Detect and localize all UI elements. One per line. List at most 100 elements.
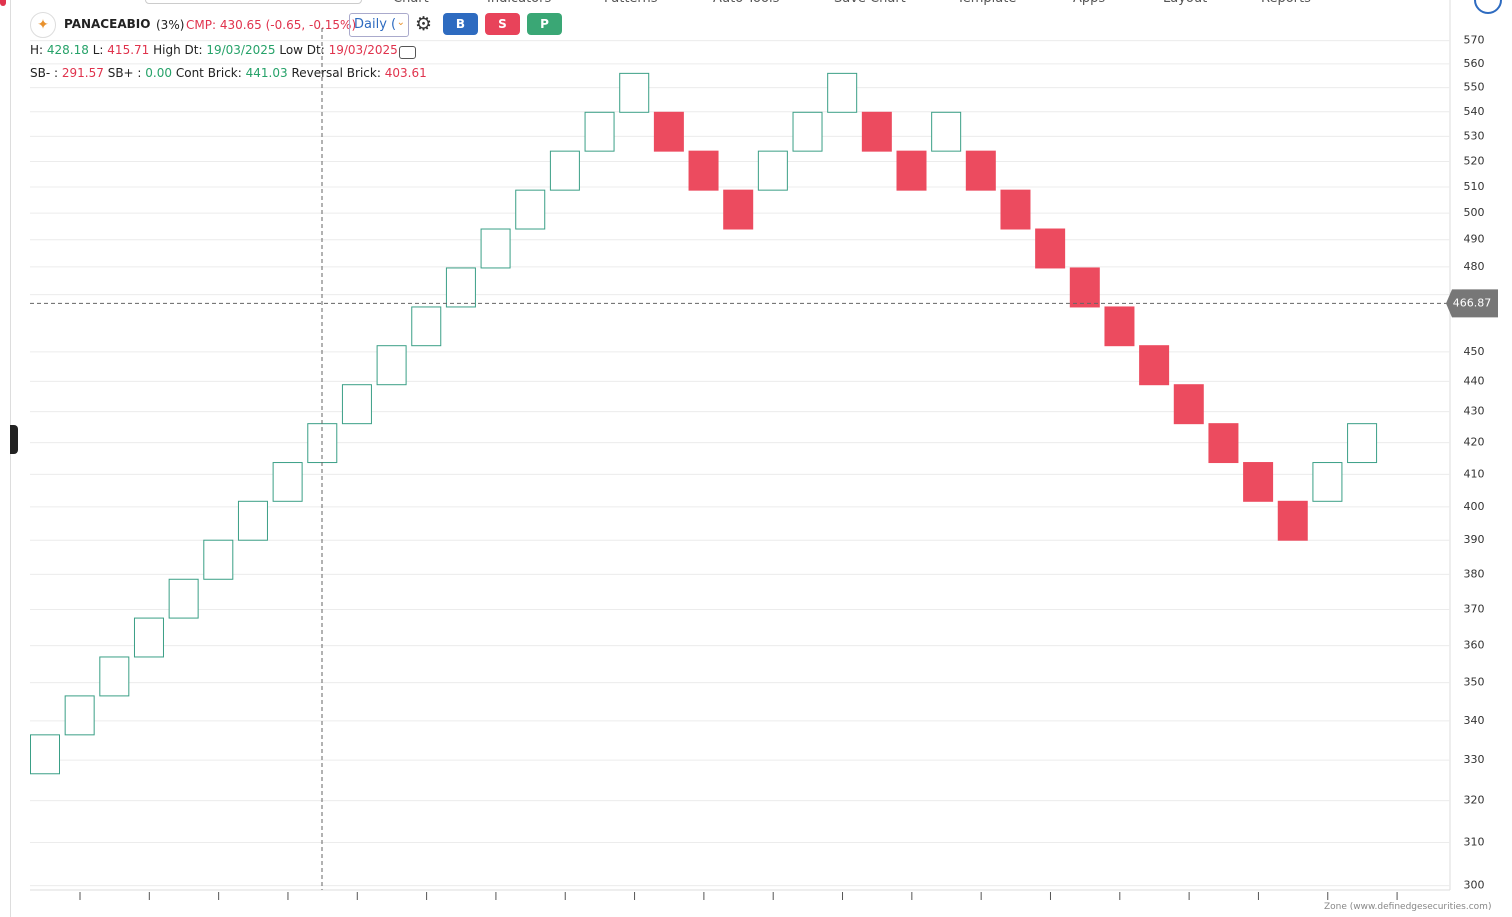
stat-label: L: [92, 43, 104, 57]
down-brick [1243, 462, 1274, 502]
up-brick [64, 695, 95, 736]
down-brick [1277, 500, 1308, 541]
y-tick-label: 330 [1464, 753, 1485, 766]
down-brick [723, 189, 754, 230]
stat-label: Low Dt: [279, 43, 325, 57]
up-brick [931, 111, 962, 152]
price-tag [1446, 289, 1498, 318]
y-tick-label: 400 [1464, 500, 1485, 513]
up-brick [792, 111, 823, 152]
up-brick [1347, 423, 1378, 464]
up-brick [515, 189, 546, 230]
up-brick [168, 578, 199, 619]
down-brick [965, 150, 996, 191]
y-tick-label: 570 [1464, 34, 1485, 47]
y-tick-label: 480 [1464, 260, 1485, 273]
up-brick [549, 150, 580, 191]
stat-label: SB+ : [107, 66, 142, 80]
sell-button[interactable]: S [485, 13, 520, 35]
position-button[interactable]: P [527, 13, 562, 35]
up-brick [272, 462, 303, 502]
stat-label: Cont Brick: [175, 66, 242, 80]
down-brick [1000, 189, 1031, 230]
up-brick [30, 734, 60, 775]
y-tick-label: 490 [1464, 233, 1485, 246]
y-tick-label: 300 [1464, 879, 1485, 892]
stat-label: SB- : [30, 66, 59, 80]
up-brick [203, 539, 234, 580]
stat-value: 403.61 [384, 66, 427, 80]
interval-text: Daily ( [354, 17, 397, 32]
y-tick-label: 360 [1464, 639, 1485, 652]
footer: Zone (www.definedgesecurities.com) [1324, 902, 1492, 912]
stat-label: Reversal Brick: [291, 66, 381, 80]
y-tick-label: 350 [1464, 676, 1485, 689]
y-tick-label: 310 [1464, 835, 1485, 848]
up-brick [480, 228, 511, 269]
indicator-dot [0, 0, 6, 6]
down-brick [653, 111, 684, 152]
down-brick [861, 111, 892, 152]
stats-line: H: 428.18 L: 415.71 High Dt: 19/03/2025 … [30, 43, 398, 57]
y-tick-label: 380 [1464, 567, 1485, 580]
up-brick [411, 306, 442, 347]
stat-label: High Dt: [153, 43, 203, 57]
down-brick [1173, 384, 1204, 425]
stat-label: H: [30, 43, 44, 57]
comment-icon[interactable] [399, 46, 416, 59]
y-tick-label: 560 [1464, 57, 1485, 70]
y-tick-label: 520 [1464, 154, 1485, 167]
cmp: CMP: 430.65 (-0.65, -0.15%) [186, 18, 357, 32]
menu-item[interactable]: Indicators [487, 0, 551, 6]
down-brick [1035, 228, 1066, 269]
y-tick-label: 440 [1464, 374, 1485, 387]
y-tick-label: 390 [1464, 533, 1485, 546]
stat-value: 441.03 [245, 66, 288, 80]
symbol[interactable]: PANACEABIO [64, 17, 151, 31]
up-brick [619, 72, 650, 113]
panel-border [10, 0, 11, 917]
symbol-logo: ✦ [30, 12, 56, 38]
menu-item[interactable]: Layout [1163, 0, 1207, 6]
menu-item[interactable]: Chart [393, 0, 429, 6]
up-brick [445, 267, 476, 308]
down-brick [1139, 345, 1170, 386]
brick-size: (3%) [156, 18, 185, 32]
up-brick [237, 500, 268, 541]
price-tag-label: 466.87 [1453, 296, 1492, 309]
stat-value: 19/03/2025 [328, 43, 398, 57]
down-brick [1104, 306, 1135, 347]
down-brick [1208, 423, 1239, 464]
y-tick-label: 500 [1464, 206, 1485, 219]
down-brick [688, 150, 719, 191]
menu-item[interactable]: Template [957, 0, 1016, 6]
stat-value: 19/03/2025 [206, 43, 276, 57]
up-brick [99, 656, 130, 697]
menu-item[interactable]: Save Chart [834, 0, 906, 6]
settings-icon[interactable]: ⚙ [415, 13, 433, 35]
y-tick-label: 340 [1464, 714, 1485, 727]
stats-line: SB- : 291.57 SB+ : 0.00 Cont Brick: 441.… [30, 66, 427, 80]
interval-select[interactable]: Daily ( ⌄ [349, 13, 409, 37]
stat-value: 428.18 [46, 43, 89, 57]
y-tick-label: 420 [1464, 436, 1485, 449]
y-tick-label: 450 [1464, 345, 1485, 358]
menu-item[interactable]: Patterns [604, 0, 658, 6]
buy-button[interactable]: B [443, 13, 478, 35]
menu-item[interactable]: Auto Tools [713, 0, 779, 6]
stat-value: 291.57 [61, 66, 104, 80]
menu-item[interactable]: Apps [1073, 0, 1105, 6]
y-tick-label: 410 [1464, 467, 1485, 480]
stat-value: 415.71 [107, 43, 150, 57]
up-brick [341, 384, 372, 425]
menu-item[interactable]: Reports [1261, 0, 1311, 6]
up-brick [376, 345, 407, 386]
y-tick-label: 510 [1464, 180, 1485, 193]
up-brick [827, 72, 858, 113]
y-tick-label: 530 [1464, 129, 1485, 142]
stat-value: 0.00 [145, 66, 173, 80]
panel-toggle[interactable] [10, 425, 18, 454]
up-brick [584, 111, 615, 152]
up-brick [133, 617, 164, 658]
